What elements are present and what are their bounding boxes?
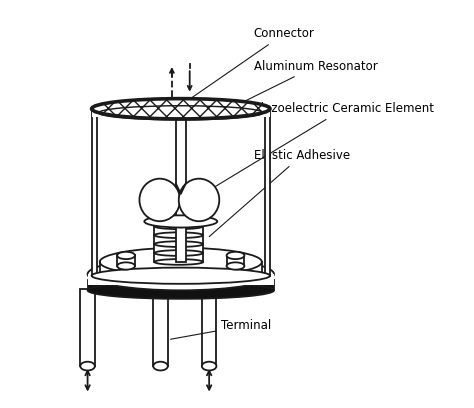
Polygon shape	[155, 235, 203, 244]
Ellipse shape	[88, 282, 274, 299]
Polygon shape	[202, 289, 217, 366]
Ellipse shape	[155, 233, 203, 238]
Ellipse shape	[179, 179, 219, 221]
Ellipse shape	[172, 221, 190, 227]
Polygon shape	[153, 289, 168, 366]
Text: Terminal: Terminal	[171, 319, 272, 339]
Ellipse shape	[202, 362, 217, 370]
Polygon shape	[88, 280, 274, 290]
Ellipse shape	[91, 99, 270, 119]
Ellipse shape	[155, 259, 203, 265]
Ellipse shape	[117, 252, 135, 259]
Text: Aluminum Resonator: Aluminum Resonator	[236, 60, 377, 106]
Text: Elastic Adhesive: Elastic Adhesive	[209, 149, 350, 237]
Polygon shape	[100, 262, 262, 274]
Ellipse shape	[80, 362, 95, 370]
Ellipse shape	[139, 179, 180, 221]
Polygon shape	[176, 115, 186, 262]
Polygon shape	[91, 109, 270, 117]
Polygon shape	[117, 255, 135, 266]
Ellipse shape	[155, 224, 203, 229]
Text: Piezoelectric Ceramic Element: Piezoelectric Ceramic Element	[216, 102, 434, 186]
Ellipse shape	[227, 252, 245, 259]
Ellipse shape	[117, 262, 135, 270]
Ellipse shape	[155, 241, 203, 247]
Polygon shape	[264, 109, 270, 276]
Ellipse shape	[88, 258, 274, 290]
Ellipse shape	[153, 362, 168, 370]
Ellipse shape	[100, 248, 262, 276]
Polygon shape	[155, 253, 203, 262]
Polygon shape	[155, 244, 203, 253]
Ellipse shape	[227, 262, 245, 270]
Text: Connector: Connector	[185, 27, 315, 102]
Ellipse shape	[144, 215, 217, 228]
Ellipse shape	[155, 250, 203, 256]
Polygon shape	[91, 109, 97, 276]
Polygon shape	[88, 274, 274, 285]
Ellipse shape	[91, 268, 270, 284]
Polygon shape	[227, 255, 245, 266]
Polygon shape	[80, 289, 95, 366]
Polygon shape	[155, 226, 203, 235]
